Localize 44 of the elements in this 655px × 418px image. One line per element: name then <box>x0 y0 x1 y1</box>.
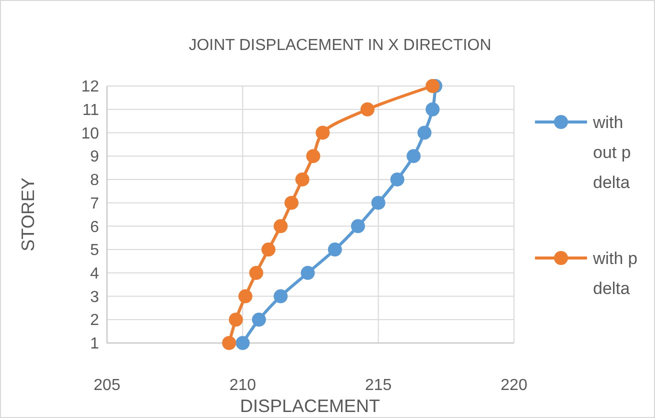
x-tick-label: 215 <box>364 377 392 394</box>
point <box>390 172 404 186</box>
legend-label: with p delta <box>592 248 638 298</box>
point <box>328 242 342 257</box>
y-axis-title: STOREY <box>18 178 38 252</box>
point <box>350 219 365 234</box>
point <box>274 289 288 304</box>
point <box>406 149 421 164</box>
point <box>300 266 315 280</box>
point <box>238 289 252 304</box>
point <box>274 219 288 234</box>
legend-label: with out p delta <box>592 112 631 192</box>
point <box>261 242 276 257</box>
y-tick-label: 3 <box>90 288 100 306</box>
y-tick-label: 1 <box>90 336 100 353</box>
point <box>360 102 374 116</box>
y-tick-label: 9 <box>90 148 100 166</box>
y-tick-label: 4 <box>90 266 100 283</box>
point <box>371 196 386 210</box>
point <box>316 126 330 140</box>
point <box>228 312 243 327</box>
point <box>249 266 264 280</box>
y-tick-label: 10 <box>81 125 100 142</box>
y-tick-label: 8 <box>90 172 100 190</box>
y-tick-label: 2 <box>90 312 100 330</box>
x-tick-label: 220 <box>500 377 528 394</box>
y-tick-label: 6 <box>90 218 100 236</box>
point <box>252 312 266 327</box>
point <box>426 102 440 116</box>
x-axis-title: DISPLACEMENT <box>240 396 380 416</box>
point <box>295 172 310 186</box>
point <box>426 79 440 93</box>
point <box>417 126 432 140</box>
x-tick-label: 210 <box>229 377 256 394</box>
y-tick-label: 12 <box>81 78 100 96</box>
chart-title: JOINT DISPLACEMENT IN X DIRECTION <box>188 37 492 54</box>
y-tick-label: 11 <box>82 102 100 119</box>
point <box>222 336 236 350</box>
x-tick-label: 205 <box>94 377 120 394</box>
y-tick-label: 7 <box>90 195 100 212</box>
point <box>306 149 320 164</box>
point <box>284 196 299 210</box>
point <box>236 336 250 350</box>
y-tick-label: 5 <box>90 242 100 260</box>
